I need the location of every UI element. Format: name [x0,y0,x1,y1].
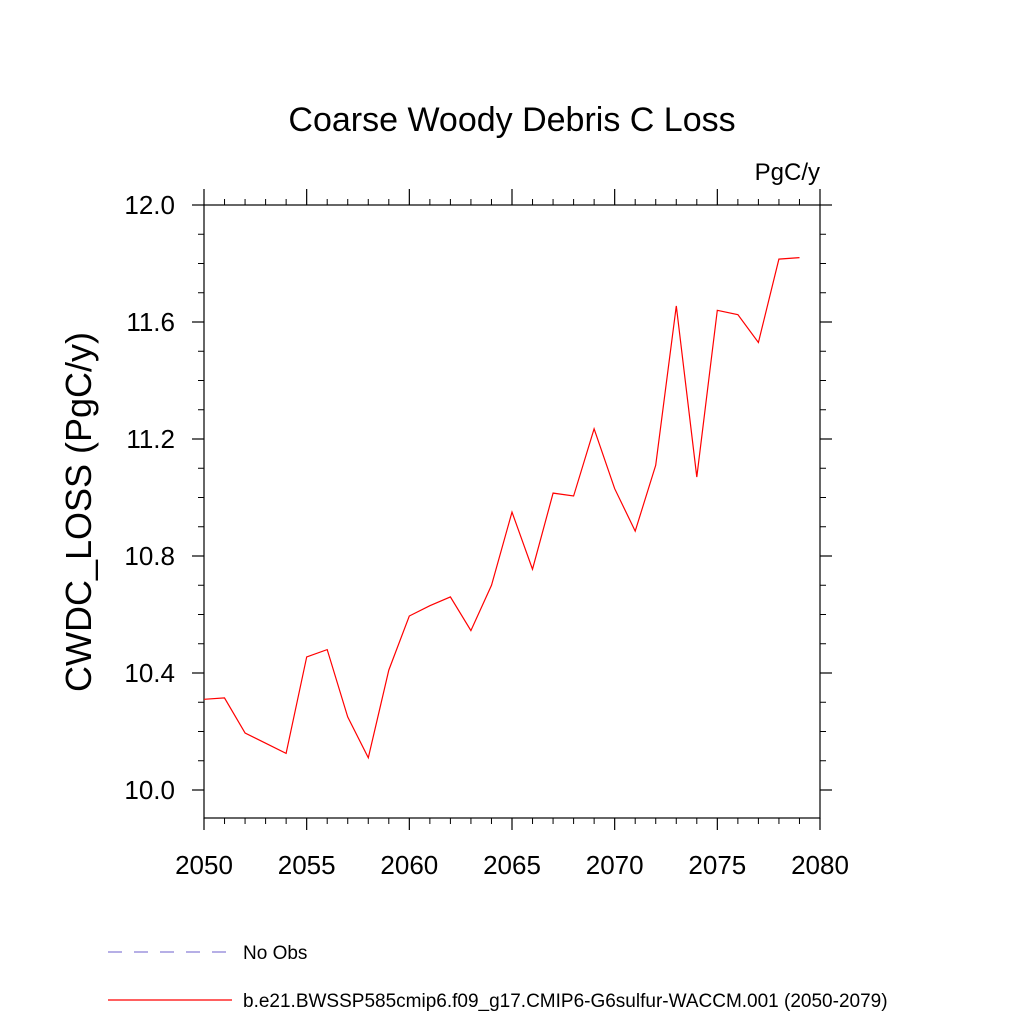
legend: No Obs b.e21.BWSSP585cmip6.f09_g17.CMIP6-… [108,943,888,1012]
series-line [203,257,800,760]
units-label: PgC/y [755,159,820,186]
axis-ticks [192,189,832,830]
chart-title: Coarse Woody Debris C Loss [288,101,735,139]
axis-tick-labels: 2050 2055 2060 2065 2070 2075 2080 10.0 10.4 10.8… [124,190,849,880]
x-tick-label: 2060 [380,850,438,880]
x-tick-label: 2070 [586,850,644,880]
x-tick-label: 2055 [278,850,336,880]
x-tick-label: 2065 [483,850,541,880]
x-tick-label: 2075 [688,850,746,880]
legend-label: b.e21.BWSSP585cmip6.f09_g17.CMIP6-G6sulf… [243,991,888,1012]
y-tick-label: 10.4 [124,658,175,688]
series-layer [203,257,800,760]
legend-label: No Obs [243,943,307,964]
y-tick-label: 12.0 [124,190,175,220]
y-tick-label: 11.2 [126,424,175,454]
y-axis-label: CWDC_LOSS (PgC/y) [58,332,99,692]
y-tick-label: 11.6 [126,307,175,337]
x-tick-label: 2050 [175,850,233,880]
y-tick-label: 10.0 [124,775,175,805]
y-tick-label: 10.8 [124,541,175,571]
x-tick-label: 2080 [791,850,849,880]
